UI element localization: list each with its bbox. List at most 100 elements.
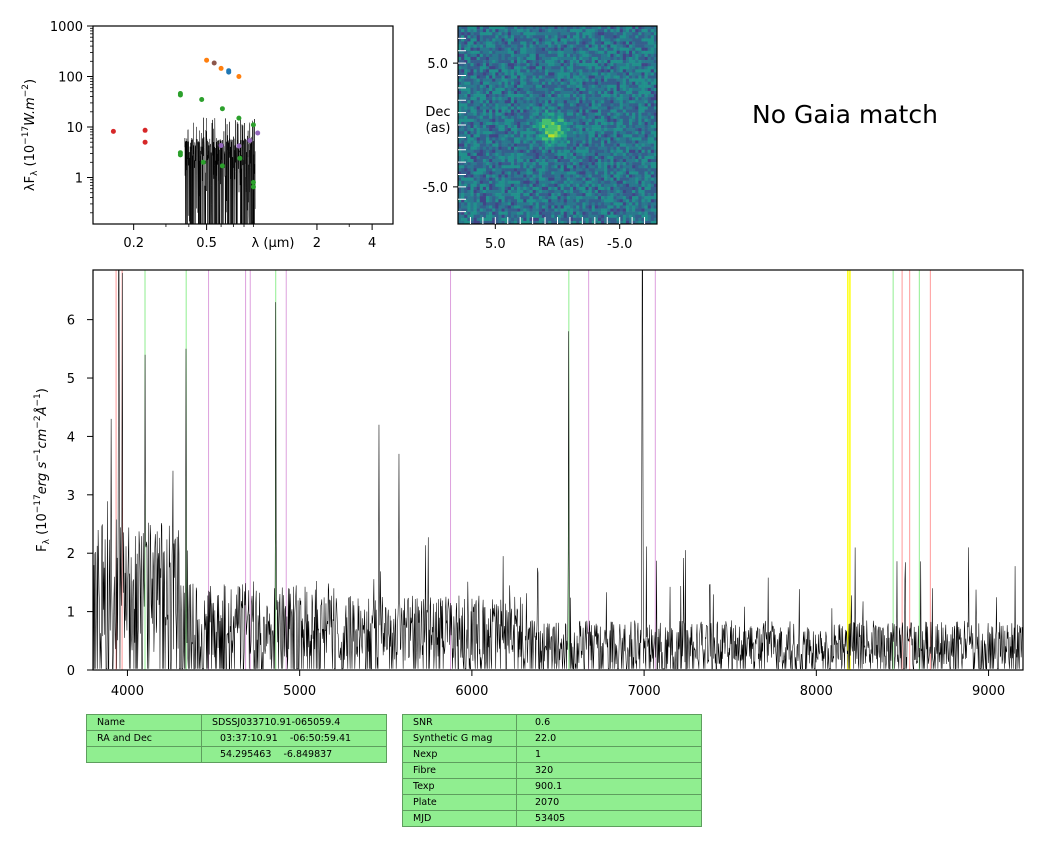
cutout-pixel [647,56,652,61]
cutout-pixel [513,121,518,126]
cutout-pixel [513,140,518,144]
cutout-pixel [551,196,555,200]
cutout-pixel [464,75,468,79]
cutout-pixel [501,174,505,178]
cutout-pixel [641,196,645,200]
cutout-pixel [504,112,509,117]
cutout-pixel [476,168,481,172]
cutout-pixel [632,146,636,151]
spectrum-y-tick-label: 4 [67,430,75,445]
cutout-pixel [582,69,586,73]
cutout-pixel [526,159,530,163]
cutout-pixel [588,205,592,209]
cutout-pixel [622,162,627,166]
cutout-pixel [616,214,620,219]
cutout-pixel [470,217,474,222]
cutout-pixel [476,35,481,39]
cutout-pixel [479,189,484,194]
sed-photometry-point [250,184,256,190]
cutout-pixel [557,134,561,138]
cutout-pixel [545,97,549,101]
cutout-pixel [563,217,568,222]
cutout-pixel [622,177,627,181]
cutout-pixel [641,165,645,169]
cutout-pixel [653,87,658,92]
cutout-pixel [482,72,487,76]
cutout-pixel [625,75,630,79]
cutout-pixel [613,90,617,95]
cutout-pixel [573,78,577,82]
cutout-pixel [597,159,602,163]
cutout-pixel [541,174,546,178]
cutout-pixel [585,208,589,212]
cutout-pixel [489,112,493,117]
cutout-pixel [647,50,652,55]
cutout-pixel [563,162,568,166]
cutout-pixel [464,87,468,92]
cutout-pixel [526,121,530,126]
cutout-pixel [517,205,521,209]
cutout-pixel [495,103,499,107]
cutout-pixel [557,103,561,107]
cutout-pixel [607,165,611,169]
cutout-pixel [538,183,543,188]
cutout-pixel [644,155,648,160]
cutout-pixel [594,196,599,200]
cutout-pixel [594,140,599,144]
cutout-pixel [485,171,490,175]
cutout-pixel [526,137,530,141]
cutout-pixel [510,146,515,151]
cutout-pixel [585,152,589,157]
cutout-pixel [554,29,558,33]
cutout-pixel [461,131,465,135]
cutout-pixel [541,189,546,194]
cutout-pixel [619,94,624,98]
cutout-pixel [535,174,540,178]
cutout-pixel [473,152,477,157]
cutout-pixel [607,180,611,185]
cutout-pixel [650,155,655,160]
cutout-pixel [604,38,608,42]
cutout-pixel [476,56,481,61]
cutout-pixel [554,149,558,154]
cutout-pixel [588,165,592,169]
cutout-pixel [485,186,490,191]
cutout-pixel [635,180,639,185]
cutout-pixel [613,171,617,175]
cutout-pixel [566,60,571,64]
cutout-pixel [594,146,599,151]
cutout-pixel [485,75,490,79]
cutout-pixel [545,196,549,200]
cutout-pixel [492,87,496,92]
cutout-pixel [473,81,477,86]
cutout-pixel [526,84,530,89]
cutout-pixel [638,149,642,154]
cutout-pixel [591,53,596,58]
cutout-pixel [625,78,630,82]
cutout-pixel [458,47,462,52]
cutout-pixel [566,214,571,219]
cutout-pixel [545,189,549,194]
cutout-pixel [644,220,648,225]
cutout-pixel [641,63,645,67]
cutout-pixel [569,180,574,185]
cutout-pixel [464,186,468,191]
cutout-pixel [532,35,537,39]
cutout-pixel [541,140,546,144]
cutout-pixel [585,118,589,123]
cutout-pixel [554,78,558,82]
cutout-pixel [632,112,636,117]
cutout-pixel [566,134,571,138]
cutout-pixel [485,162,490,166]
cutout-pixel [607,44,611,48]
cutout-pixel [638,155,642,160]
cutout-pixel [594,193,599,197]
cutout-pixel [641,100,645,104]
sed-y-axis-label: λFλ (10−17W.m−2) [21,79,40,191]
cutout-pixel [473,90,477,95]
cutout-pixel [510,35,515,39]
cutout-pixel [576,63,580,67]
cutout-pixel [551,87,555,92]
cutout-pixel [504,87,509,92]
cutout-pixel [476,137,481,141]
